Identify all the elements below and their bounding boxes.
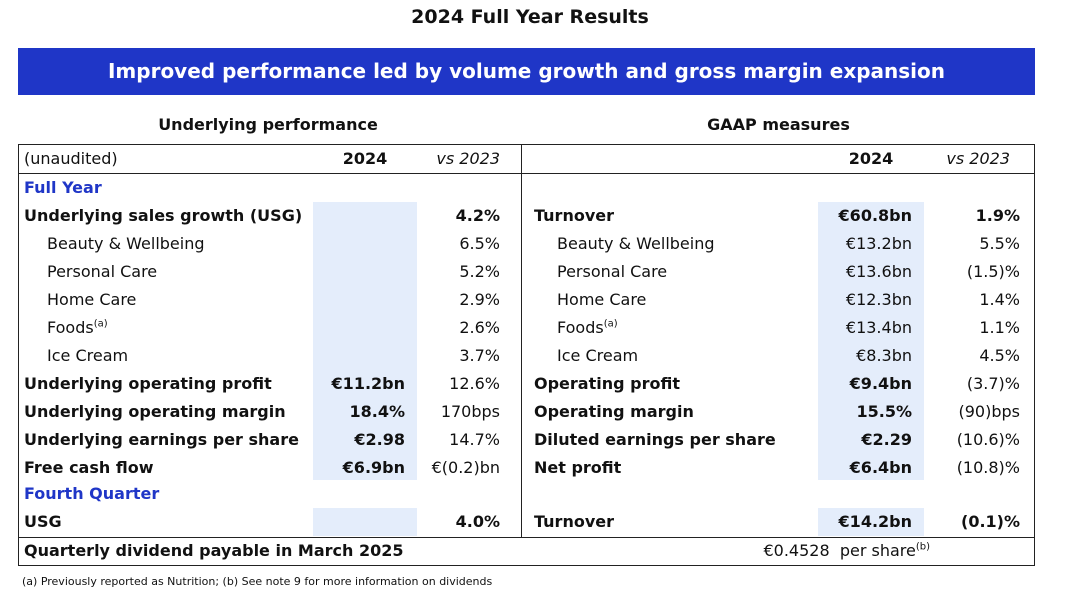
- right-q4-vs: (0.1)%: [961, 512, 1020, 531]
- right-row-vs: 1.9%: [975, 206, 1020, 225]
- right-q4-label: Turnover: [534, 512, 614, 531]
- left-row-vs: 4.2%: [455, 206, 500, 225]
- dividend-value-cell: €0.4528 per share(b): [600, 537, 930, 565]
- table-left-border: [18, 144, 19, 566]
- right-row-value: €2.29: [861, 430, 912, 449]
- left-section-heading: Underlying performance: [158, 115, 378, 134]
- left-row-vs: 6.5%: [459, 234, 500, 253]
- foods-label: Foods: [47, 318, 94, 337]
- left-row-vs: 5.2%: [459, 262, 500, 281]
- left-row-value: €11.2bn: [331, 374, 405, 393]
- left-row-vs: €(0.2)bn: [431, 458, 500, 477]
- dividend-label: Quarterly dividend payable in March 2025: [24, 541, 404, 560]
- left-col-vs: vs 2023: [436, 149, 500, 168]
- left-row-value: 18.4%: [349, 402, 405, 421]
- right-row-vs: 5.5%: [979, 234, 1020, 253]
- foods-label: Foods: [557, 318, 604, 337]
- rule-bottom: [18, 565, 1035, 566]
- right-row-label: Net profit: [534, 458, 622, 477]
- left-row-vs: 12.6%: [449, 374, 500, 393]
- left-q4-value-shade: [313, 508, 417, 536]
- right-row-vs: (10.8)%: [956, 458, 1020, 477]
- left-col-label: (unaudited): [24, 149, 118, 168]
- left-row-vs: 2.9%: [459, 290, 500, 309]
- page-title: 2024 Full Year Results: [411, 6, 649, 28]
- right-row-value: €13.4bn: [845, 318, 912, 337]
- right-col-vs: vs 2023: [946, 149, 1010, 168]
- right-row-vs: (90)bps: [958, 402, 1021, 421]
- right-value-column-shade: [818, 202, 924, 480]
- left-row-vs: 170bps: [440, 402, 500, 421]
- left-row-label: Underlying earnings per share: [24, 430, 299, 449]
- right-row-value: €8.3bn: [856, 346, 912, 365]
- rule-above-dividend: [18, 537, 1035, 538]
- left-row-label: Underlying sales growth (USG): [24, 206, 303, 225]
- left-q4-label: USG: [24, 512, 62, 531]
- left-row-label: Ice Cream: [47, 346, 129, 365]
- left-row-value: €6.9bn: [342, 458, 405, 477]
- right-row-label: Beauty & Wellbeing: [557, 234, 715, 253]
- left-row-label: Personal Care: [47, 262, 158, 281]
- fourth-quarter-label: Fourth Quarter: [24, 484, 160, 503]
- right-row-vs: (3.7)%: [966, 374, 1020, 393]
- left-row-value: [313, 202, 405, 230]
- right-q4-value-shade: [818, 508, 924, 536]
- left-row-value: €2.98: [354, 430, 405, 449]
- footnote-a-marker: (a): [603, 318, 618, 330]
- right-row-value: €6.4bn: [849, 458, 912, 477]
- left-col-year: 2024: [342, 149, 388, 168]
- right-row-vs: (10.6)%: [956, 430, 1020, 449]
- right-row-vs: 1.1%: [979, 318, 1020, 337]
- left-row-vs: 3.7%: [459, 346, 500, 365]
- left-row-label: Free cash flow: [24, 458, 154, 477]
- right-row-label: Operating margin: [534, 402, 694, 421]
- left-row-vs: 14.7%: [449, 430, 500, 449]
- right-col-year: 2024: [848, 149, 894, 168]
- footnote-a-marker: (a): [93, 318, 108, 330]
- table-center-divider: [521, 144, 522, 538]
- left-row-label: Foods(a): [47, 314, 307, 342]
- right-row-label: Ice Cream: [557, 346, 639, 365]
- rule-header: [18, 173, 1035, 174]
- left-row-label: Underlying operating margin: [24, 402, 286, 421]
- right-row-label: Turnover: [534, 206, 614, 225]
- table-right-border: [1034, 144, 1035, 566]
- right-row-vs: (1.5)%: [966, 262, 1020, 281]
- right-row-label: Operating profit: [534, 374, 680, 393]
- right-row-value: €12.3bn: [845, 290, 912, 309]
- right-row-label: Home Care: [557, 290, 647, 309]
- right-row-value: 15.5%: [856, 402, 912, 421]
- right-row-vs: 4.5%: [979, 346, 1020, 365]
- footnote: (a) Previously reported as Nutrition; (b…: [22, 575, 493, 588]
- right-row-label: Diluted earnings per share: [534, 430, 776, 449]
- right-row-value: €60.8bn: [838, 206, 912, 225]
- left-row-label: Beauty & Wellbeing: [47, 234, 205, 253]
- right-row-label: Foods(a): [557, 314, 807, 342]
- left-value-column-shade: [313, 202, 417, 480]
- rule-top: [18, 144, 1035, 145]
- right-row-value: €9.4bn: [849, 374, 912, 393]
- left-row-label: Home Care: [47, 290, 137, 309]
- right-row-value: €13.6bn: [845, 262, 912, 281]
- footnote-b-marker: (b): [915, 541, 930, 553]
- right-q4-value: €14.2bn: [838, 512, 912, 531]
- headline-banner: Improved performance led by volume growt…: [18, 48, 1035, 95]
- right-row-value: €13.2bn: [845, 234, 912, 253]
- right-row-vs: 1.4%: [979, 290, 1020, 309]
- left-row-label: Underlying operating profit: [24, 374, 272, 393]
- full-year-label: Full Year: [24, 178, 102, 197]
- left-q4-vs: 4.0%: [455, 512, 500, 531]
- dividend-value: €0.4528 per share: [763, 541, 916, 560]
- right-section-heading: GAAP measures: [707, 115, 850, 134]
- left-row-vs: 2.6%: [459, 318, 500, 337]
- right-row-label: Personal Care: [557, 262, 668, 281]
